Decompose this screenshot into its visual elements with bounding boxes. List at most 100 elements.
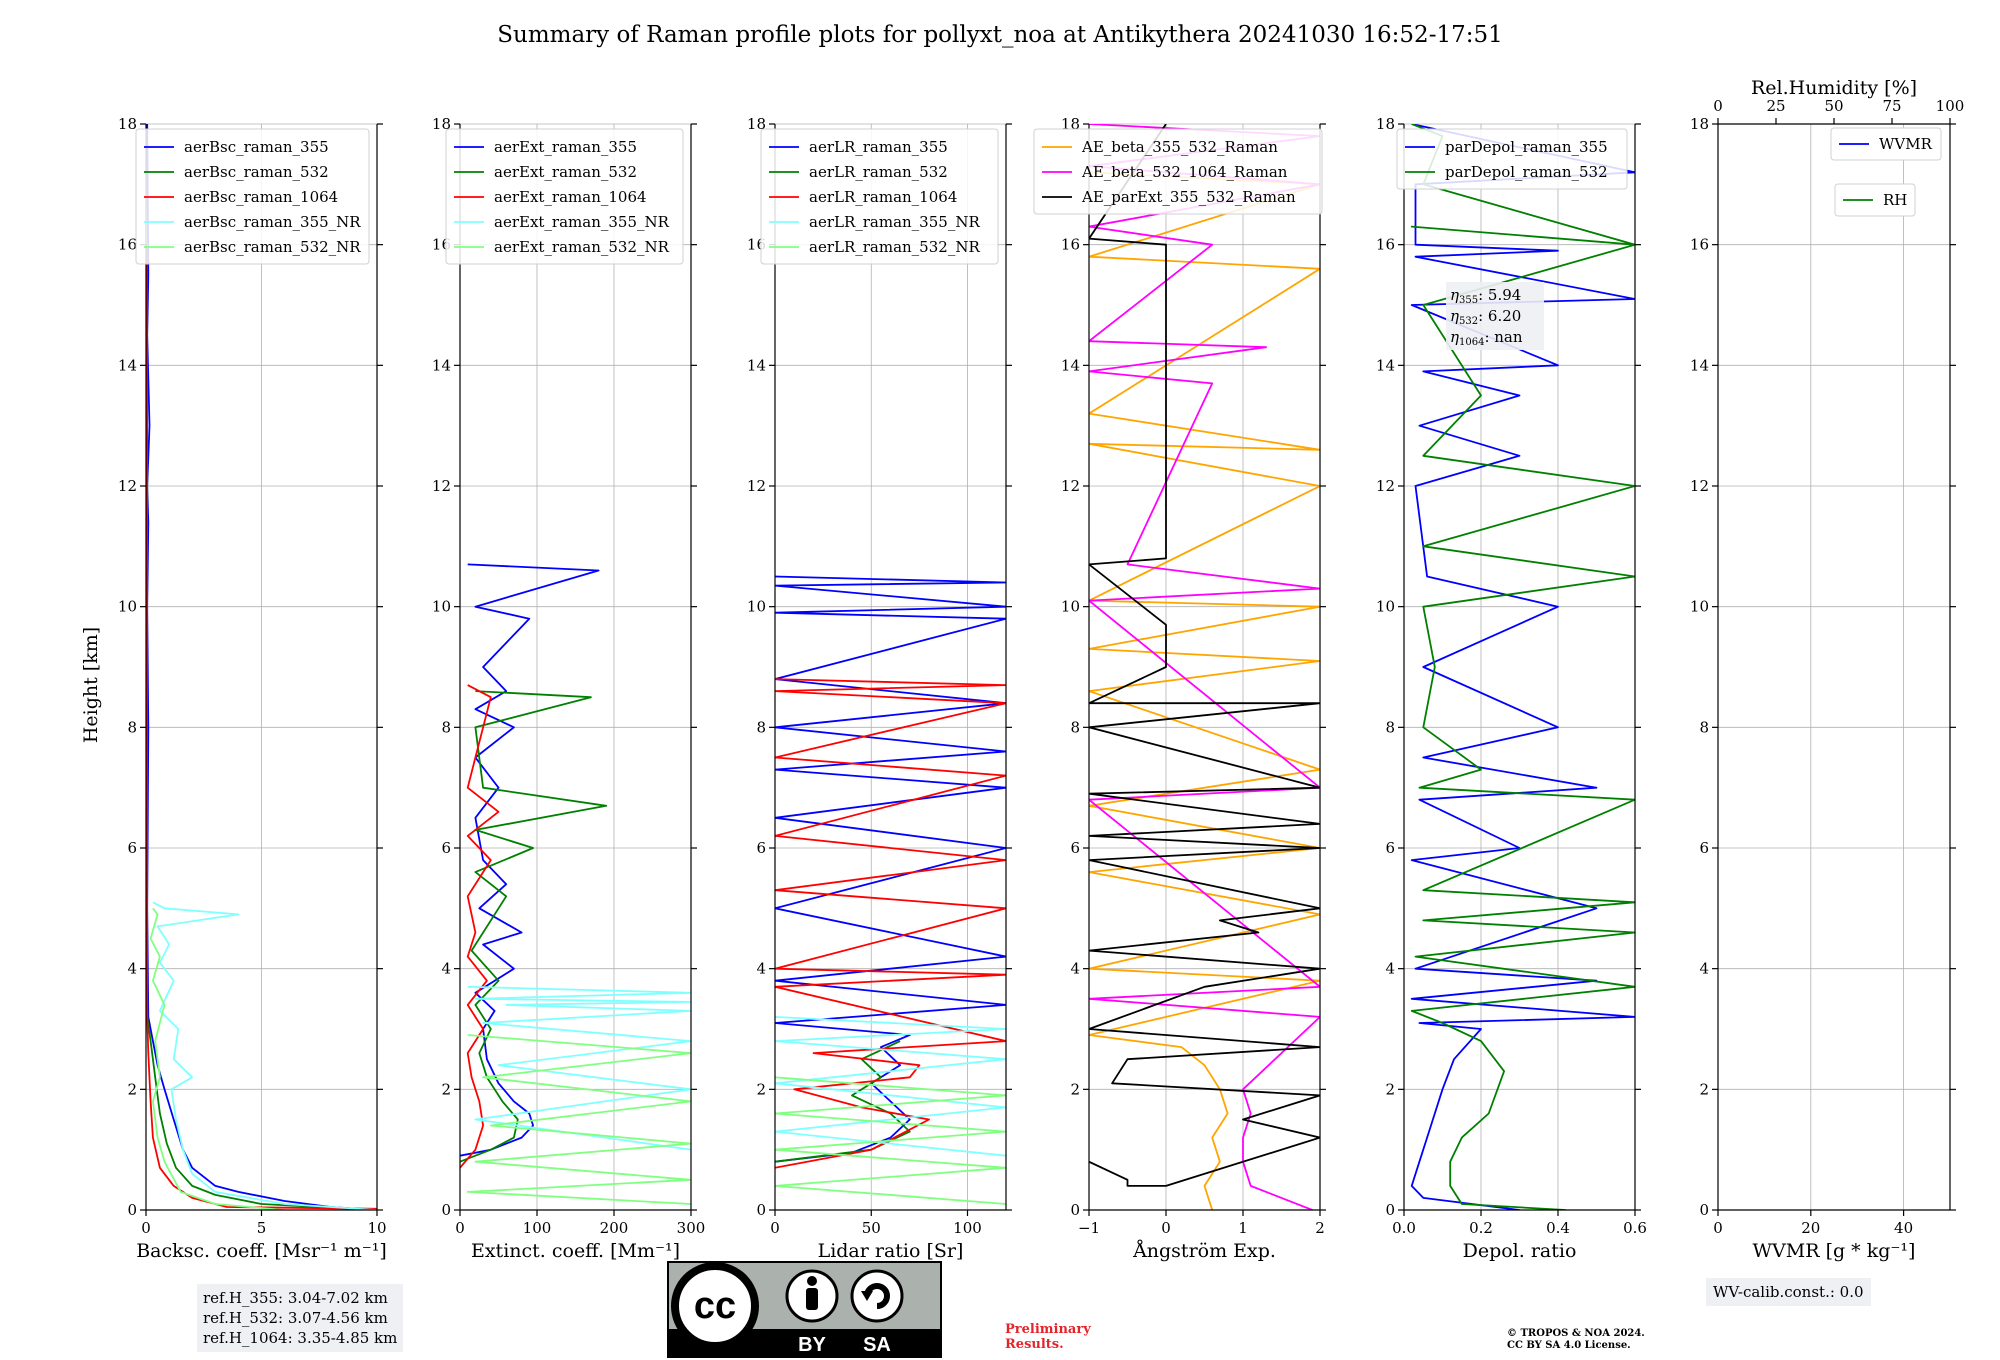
depol-ytick-label-16: 16 bbox=[1376, 236, 1395, 254]
reference-heights-box: ref.H_355: 3.04-7.02 km ref.H_532: 3.07-… bbox=[197, 1284, 404, 1352]
copyright-line-1: © TROPOS & NOA 2024. bbox=[1507, 1328, 1645, 1339]
bsc-legend-label-aerBsc_raman_355_NR: aerBsc_raman_355_NR bbox=[184, 213, 361, 231]
ext-ytick-label-18: 18 bbox=[432, 115, 451, 133]
copyright-note: © TROPOS & NOA 2024. CC BY SA 4.0 Licens… bbox=[1507, 1328, 1645, 1352]
ext-legend-label-aerExt_raman_532_NR: aerExt_raman_532_NR bbox=[494, 238, 670, 256]
lr-ytick-label-6: 6 bbox=[756, 839, 766, 857]
wv-ytick-label-8: 8 bbox=[1699, 718, 1709, 736]
eta-line-1064: η1064: nan bbox=[1450, 328, 1523, 348]
bsc-series-group bbox=[146, 124, 377, 1210]
ext-xtick-label-3: 300 bbox=[677, 1219, 706, 1237]
bsc-panel: 0 2 4 6 8 10 12 14 16 18 0 5 10 Backsc. coeff. [Msr⁻¹… bbox=[118, 115, 387, 1262]
lr-ytick-label-14: 14 bbox=[747, 356, 766, 374]
bsc-ytick-label-6: 6 bbox=[127, 839, 137, 857]
ref-height-1064: ref.H_1064: 3.35-4.85 km bbox=[203, 1329, 398, 1347]
ae-legend-label-AE_parExt_355_532_Raman: AE_parExt_355_532_Raman bbox=[1081, 188, 1296, 206]
bsc-ytick-label-10: 10 bbox=[118, 598, 137, 616]
ext-ytick-label-10: 10 bbox=[432, 598, 451, 616]
lr-ytick-label-12: 12 bbox=[747, 477, 766, 495]
ext-series-aerExt_raman_532_NR bbox=[466, 1034, 691, 1205]
bsc-legend: aerBsc_raman_355 aerBsc_raman_532 aerBsc_r… bbox=[135, 128, 370, 265]
wv-ytick-label-12: 12 bbox=[1690, 477, 1709, 495]
wv-xtick-label-0: 0 bbox=[1713, 1219, 1723, 1237]
ae-series-AE_beta_355_532_Raman bbox=[1089, 171, 1320, 1210]
ae-xtick-label-0: −1 bbox=[1078, 1219, 1100, 1237]
depol-ytick-label-10: 10 bbox=[1376, 598, 1395, 616]
ae-ytick-label-6: 6 bbox=[1070, 839, 1080, 857]
bsc-series-aerBsc_raman_355_NR bbox=[152, 901, 377, 1210]
ext-legend: aerExt_raman_355 aerExt_raman_532 aerExt_r… bbox=[445, 128, 684, 265]
lr-legend-label-aerLR_raman_1064: aerLR_raman_1064 bbox=[809, 188, 957, 206]
by-label: BY bbox=[798, 1334, 826, 1356]
ae-xtick-label-2: 1 bbox=[1238, 1219, 1248, 1237]
wv-ytick-label-10: 10 bbox=[1690, 598, 1709, 616]
ae-ytick-label-10: 10 bbox=[1061, 598, 1080, 616]
ext-legend-label-aerExt_raman_1064: aerExt_raman_1064 bbox=[494, 188, 647, 206]
figure-title: Summary of Raman profile plots for polly… bbox=[497, 22, 1503, 48]
preliminary-line-1: Preliminary bbox=[1005, 1322, 1091, 1337]
lr-xtick-label-1: 50 bbox=[862, 1219, 881, 1237]
depol-ytick-label-2: 2 bbox=[1385, 1080, 1395, 1098]
ae-legend: AE_beta_355_532_Raman AE_beta_532_1064_Ra… bbox=[1033, 128, 1323, 215]
sa-arrow-icon bbox=[864, 1283, 890, 1309]
lr-ytick-label-18: 18 bbox=[747, 115, 766, 133]
depol-legend: parDepol_raman_355 parDepol_raman_532 bbox=[1396, 128, 1628, 190]
depol-xlabel: Depol. ratio bbox=[1463, 1240, 1577, 1262]
ext-ytick-label-12: 12 bbox=[432, 477, 451, 495]
depol-legend-label-parDepol_raman_532: parDepol_raman_532 bbox=[1445, 163, 1608, 181]
wv-top-xlabel: Rel.Humidity [%] bbox=[1751, 77, 1917, 99]
sa-circle-icon bbox=[850, 1269, 904, 1323]
ext-ytick-label-2: 2 bbox=[441, 1080, 451, 1098]
ext-xtick-label-0: 0 bbox=[455, 1219, 465, 1237]
lr-series-aerLR_raman_355_NR bbox=[775, 1016, 1006, 1157]
depol-series-parDepol_raman_355 bbox=[1410, 124, 1635, 1210]
ext-ytick-label-14: 14 bbox=[432, 356, 451, 374]
ext-ytick-label-4: 4 bbox=[441, 960, 451, 978]
ref-height-355: ref.H_355: 3.04-7.02 km bbox=[203, 1289, 388, 1307]
depol-ytick-label-18: 18 bbox=[1376, 115, 1395, 133]
sa-label: SA bbox=[863, 1334, 891, 1356]
eta-box bbox=[1446, 282, 1544, 350]
ext-series-group bbox=[460, 563, 691, 1205]
ext-legend-label-aerExt_raman_355_NR: aerExt_raman_355_NR bbox=[494, 213, 670, 231]
ext-series-aerExt_raman_355_NR bbox=[467, 985, 691, 1151]
bsc-xtick-label-0: 0 bbox=[141, 1219, 151, 1237]
ae-xtick-label-1: 0 bbox=[1161, 1219, 1171, 1237]
bsc-xlabel: Backsc. coeff. [Msr⁻¹ m⁻¹] bbox=[136, 1240, 387, 1262]
ae-series-AE_parExt_355_532_Raman bbox=[1089, 124, 1320, 1187]
wv-legend-box-1 bbox=[1834, 183, 1916, 217]
bsc-ytick-label-2: 2 bbox=[127, 1080, 137, 1098]
bsc-legend-box bbox=[135, 128, 370, 265]
ext-ytick-label-8: 8 bbox=[441, 718, 451, 736]
sa-arrowhead-icon bbox=[861, 1291, 873, 1301]
wv-ytick-label-16: 16 bbox=[1690, 236, 1709, 254]
lr-legend-label-aerLR_raman_532: aerLR_raman_532 bbox=[809, 163, 948, 181]
cc-text: cc bbox=[694, 1285, 736, 1327]
bsc-series-aerBsc_raman_532_NR bbox=[149, 907, 285, 1210]
bsc-legend-label-aerBsc_raman_1064: aerBsc_raman_1064 bbox=[184, 188, 338, 206]
bsc-ytick-label-0: 0 bbox=[127, 1201, 137, 1219]
depol-series-parDepol_raman_532 bbox=[1410, 124, 1635, 1210]
lr-series-aerLR_raman_1064 bbox=[775, 678, 1006, 1169]
depol-xtick-label-3: 0.6 bbox=[1623, 1219, 1647, 1237]
lr-ytick-label-8: 8 bbox=[756, 718, 766, 736]
ae-ytick-label-12: 12 bbox=[1061, 477, 1080, 495]
depol-legend-box bbox=[1396, 128, 1628, 190]
wv-ytick-label-18: 18 bbox=[1690, 115, 1709, 133]
ae-ytick-label-4: 4 bbox=[1070, 960, 1080, 978]
preliminary-note: Preliminary Results. bbox=[1005, 1322, 1091, 1352]
wv-legend-box-0 bbox=[1830, 127, 1942, 161]
bsc-legend-label-aerBsc_raman_532: aerBsc_raman_532 bbox=[184, 163, 329, 181]
ext-legend-box bbox=[445, 128, 684, 265]
lr-legend-label-aerLR_raman_355_NR: aerLR_raman_355_NR bbox=[809, 213, 980, 231]
wv-ytick-label-6: 6 bbox=[1699, 839, 1709, 857]
ae-ytick-label-0: 0 bbox=[1070, 1201, 1080, 1219]
ext-legend-label-aerExt_raman_355: aerExt_raman_355 bbox=[494, 138, 637, 156]
bsc-xtick-label-2: 10 bbox=[367, 1219, 386, 1237]
ext-xtick-label-2: 200 bbox=[600, 1219, 629, 1237]
ref-height-532: ref.H_532: 3.07-4.56 km bbox=[203, 1309, 388, 1327]
